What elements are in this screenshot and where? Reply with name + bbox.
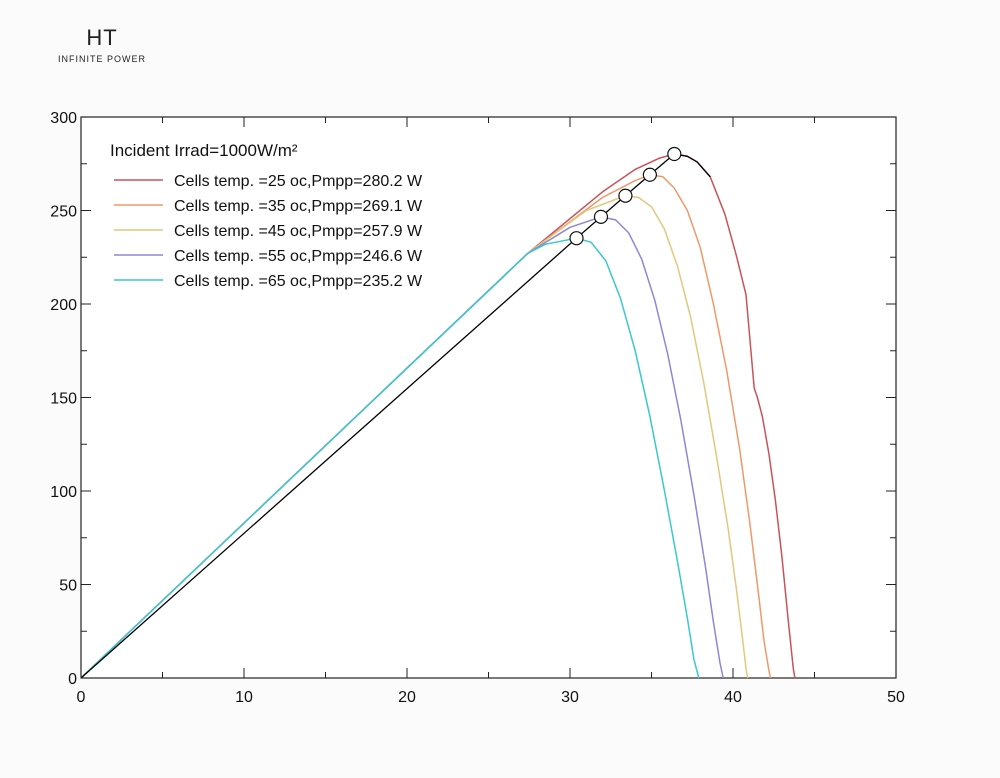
series-line-5 [80,237,700,679]
plot-frame [80,116,897,679]
series-line-1 [80,153,796,679]
legend: Incident Irrad=1000W/m² Cells temp. =25 … [110,141,423,290]
y-tick-label: 100 [50,484,77,501]
x-tick-label: 0 [77,689,86,706]
ticks-layer: 0 10 20 30 40 50 0 50 100 150 200 250 300 [50,110,905,706]
y-tick-label: 200 [50,297,77,314]
legend-label-3: Cells temp. =45 oc,Pmpp=257.9 W [174,223,423,240]
mpp-marker-4 [593,209,609,224]
logo-tagline: INFINITE POWER [58,54,146,64]
x-tick-label: 50 [887,689,905,706]
y-tick-label: 250 [50,204,77,221]
series-line-3 [80,194,749,679]
series-line-2 [80,174,772,679]
mpp-marker-1 [667,146,682,162]
legend-label-1: Cells temp. =25 oc,Pmpp=280.2 W [174,173,423,190]
curves-layer [80,153,796,679]
x-tick-label: 10 [235,689,253,706]
series-line-4 [80,216,724,679]
y-tick-label: 0 [68,671,77,688]
legend-label-2: Cells temp. =35 oc,Pmpp=269.1 W [174,198,423,215]
x-tick-label: 40 [724,689,742,706]
y-tick-label: 300 [50,110,77,127]
mpp-marker-5 [569,231,584,246]
legend-title: Incident Irrad=1000W/m² [110,141,298,160]
x-tick-label: 30 [561,689,579,706]
mpp-marker-3 [618,188,633,203]
markers-layer [569,146,682,246]
x-tick-label: 20 [398,689,416,706]
y-tick-label: 50 [59,578,77,595]
logo-mark: HT [86,25,118,50]
brand-logo: HT INFINITE POWER [52,25,152,65]
y-tick-label: 150 [50,391,77,408]
legend-label-4: Cells temp. =55 oc,Pmpp=246.6 W [174,248,423,265]
legend-label-5: Cells temp. =65 oc,Pmpp=235.2 W [174,273,423,290]
mpp-marker-2 [642,167,657,182]
